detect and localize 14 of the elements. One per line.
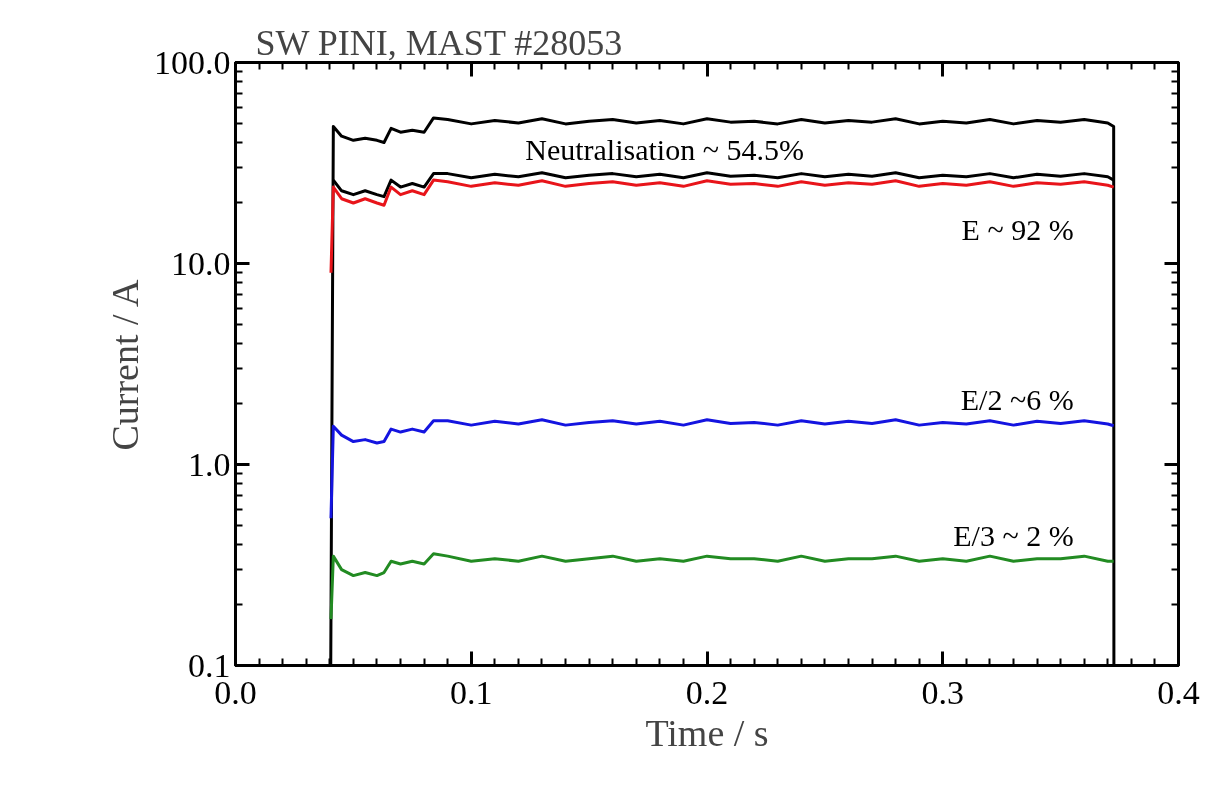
x-tick-label: 0.1 [450, 673, 493, 711]
x-tick-label: 0.2 [685, 673, 729, 711]
x-axis-title: Time / s [645, 711, 769, 754]
y-tick-label: 10.0 [171, 244, 231, 282]
series-label: E ~ 92 % [961, 212, 1074, 246]
series-label: E/2 ~6 % [960, 383, 1074, 417]
chart-title: SW PINI, MAST #28053 [255, 22, 623, 63]
annotation: Neutralisation ~ 54.5% [525, 133, 804, 167]
y-tick-label: 100.0 [154, 43, 231, 81]
y-tick-label: 1.0 [188, 445, 231, 483]
series-label: E/3 ~ 2 % [953, 518, 1074, 552]
y-axis-title: Current / A [104, 279, 146, 451]
x-tick-label: 0.3 [921, 673, 964, 711]
x-tick-label: 0.4 [1157, 673, 1200, 711]
